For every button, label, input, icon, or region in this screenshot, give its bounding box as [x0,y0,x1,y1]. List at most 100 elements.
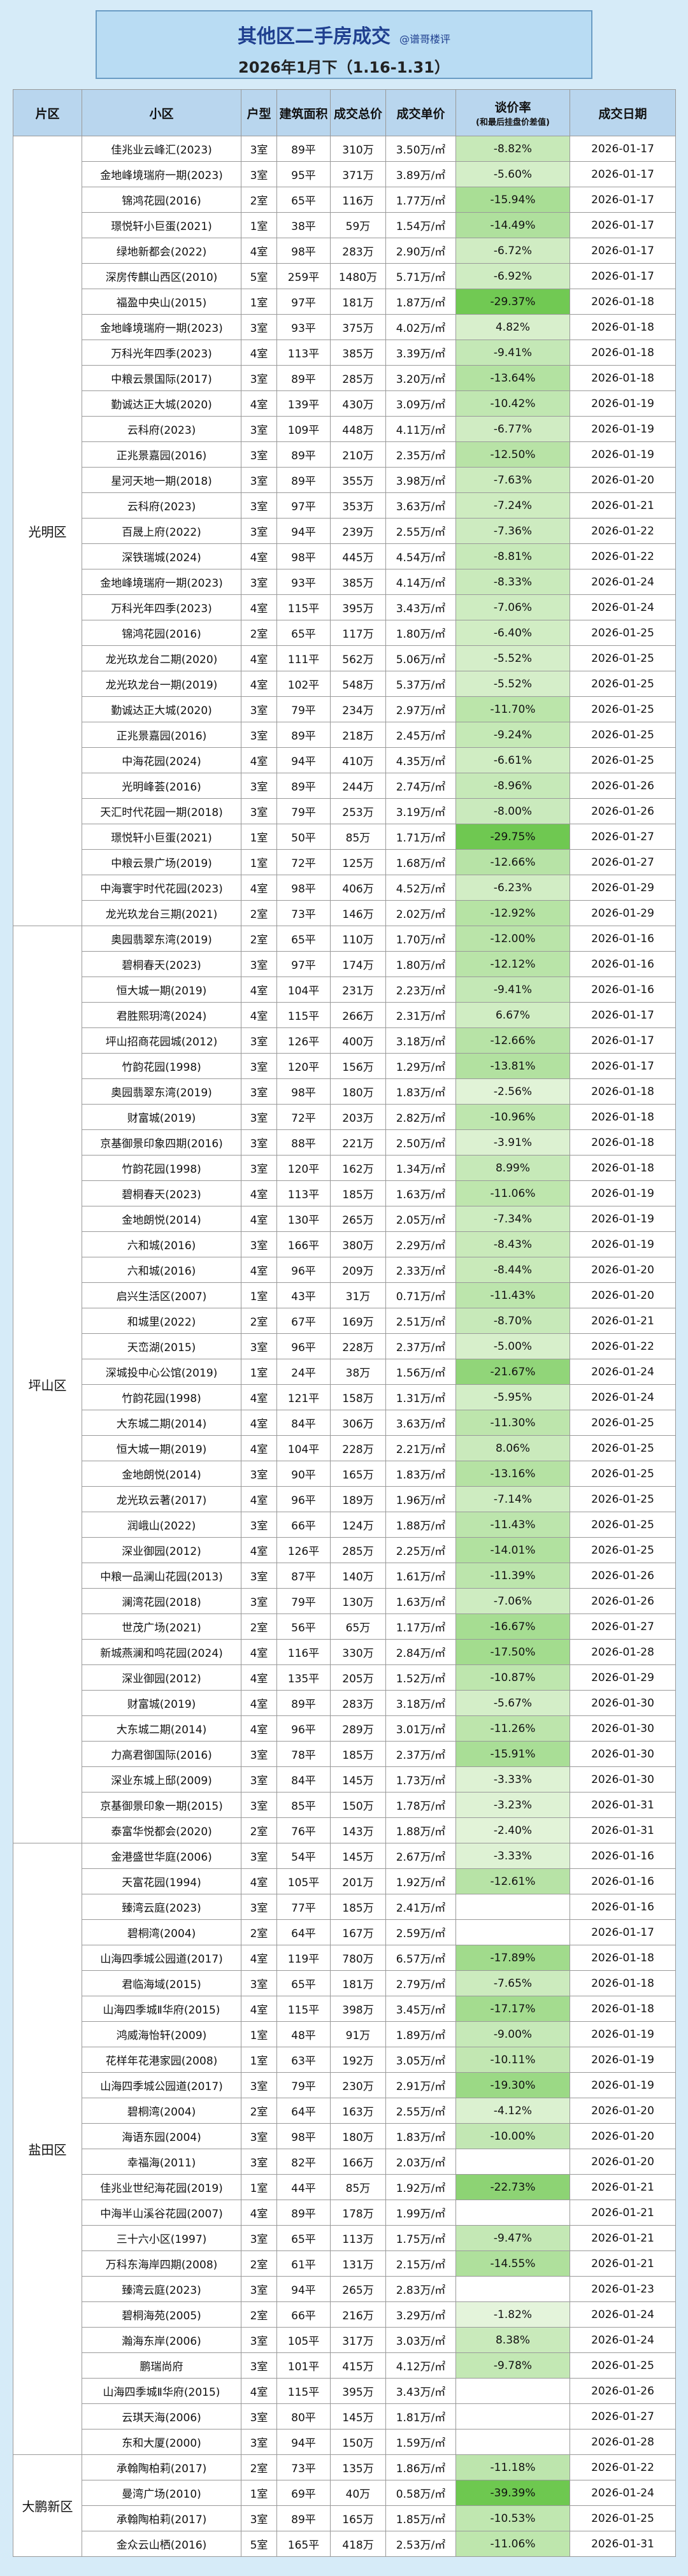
layout: 1室 [241,289,277,315]
unit-price: 2.15万/㎡ [385,2250,456,2277]
area: 115平 [276,1996,331,2022]
area: 120平 [276,1155,331,1181]
discount-rate: -3.33% [455,1843,570,1869]
deal-date: 2026-01-18 [570,1155,676,1181]
deal-date: 2026-01-20 [570,2149,676,2175]
table-row: 大东城二期(2014) 4室 96平 289万 3.01万/㎡ -11.26% 2026-0… [13,1715,676,1742]
total-price: 146万 [330,900,386,926]
total-price: 189万 [330,1486,386,1512]
discount-rate: -8.96% [455,773,570,799]
layout: 4室 [241,1410,277,1436]
discount-rate: -7.06% [455,594,570,620]
deal-date: 2026-01-21 [570,1308,676,1334]
unit-price: 2.59万/㎡ [385,1919,456,1945]
table-row: 金地峰境瑞府一期(2023) 3室 93平 385万 4.14万/㎡ -8.33% 2026… [13,569,676,595]
area: 67平 [276,1308,331,1334]
layout: 4室 [241,875,277,901]
column-title: 建筑面积 [279,106,328,121]
total-price: 780万 [330,1945,386,1971]
community: 碧桐海苑(2005) [82,2301,241,2328]
table-row: 金地峰境瑞府一期(2023) 3室 93平 375万 4.02万/㎡ 4.82% 2026-… [13,314,676,340]
deal-date: 2026-01-25 [570,696,676,722]
table-row: 正兆景嘉园(2016) 3室 89平 218万 2.45万/㎡ -9.24% 2026-01… [13,722,676,748]
total-price: 156万 [330,1053,386,1079]
layout: 4室 [241,1486,277,1512]
unit-price: 2.33万/㎡ [385,1257,456,1283]
discount-rate: 6.67% [455,1002,570,1028]
layout: 1室 [241,1282,277,1308]
area: 65平 [276,187,331,213]
area: 79平 [276,798,331,824]
deal-date: 2026-01-28 [570,2429,676,2455]
area: 66平 [276,1512,331,1538]
total-price: 40万 [330,2480,386,2506]
total-price: 285万 [330,1537,386,1563]
unit-price: 2.45万/㎡ [385,722,456,748]
layout: 3室 [241,492,277,519]
discount-rate: -9.41% [455,340,570,366]
total-price: 150万 [330,2429,386,2455]
community: 海语东园(2004) [82,2123,241,2149]
discount-rate: -10.96% [455,1104,570,1130]
discount-rate [455,2429,570,2455]
unit-price: 4.35万/㎡ [385,747,456,773]
layout: 3室 [241,136,277,162]
total-price: 265万 [330,2276,386,2302]
community: 佳兆业世纪海花园(2019) [82,2174,241,2200]
area: 48平 [276,2021,331,2047]
deal-date: 2026-01-17 [570,187,676,213]
area: 88平 [276,1129,331,1156]
unit-price: 4.14万/㎡ [385,569,456,595]
total-price: 65万 [330,1614,386,1640]
layout: 3室 [241,722,277,748]
discount-rate: -7.24% [455,492,570,519]
table-row: 山海四季城公园道(2017) 3室 79平 230万 2.91万/㎡ -19.30% 202… [13,2072,676,2098]
column-header: 成交日期 [570,89,676,136]
community: 深业东城上邸(2009) [82,1766,241,1792]
discount-rate: -10.42% [455,390,570,417]
deal-date: 2026-01-19 [570,1206,676,1232]
community: 新城燕澜和鸣花园(2024) [82,1639,241,1665]
table-row: 三十六小区(1997) 3室 65平 113万 1.75万/㎡ -9.47% 2026-01… [13,2225,676,2251]
discount-rate: -5.95% [455,1384,570,1410]
area: 65平 [276,926,331,952]
table-row: 碧桐春天(2023) 4室 113平 185万 1.63万/㎡ -11.06% 2026-0… [13,1180,676,1206]
deal-date: 2026-01-19 [570,2072,676,2098]
unit-price: 3.20万/㎡ [385,365,456,391]
community: 三十六小区(1997) [82,2225,241,2251]
area: 78平 [276,1741,331,1767]
deal-date: 2026-01-25 [570,1486,676,1512]
area: 94平 [276,2429,331,2455]
layout: 2室 [241,2301,277,2328]
layout: 2室 [241,1817,277,1843]
header-row: 片区 小区 户型 建筑面积 成交总价 成交单价 谈价率 (和最后挂盘价差值) 成交日期 [13,89,676,136]
total-price: 310万 [330,136,386,162]
layout: 1室 [241,2480,277,2506]
column-note: (和最后挂盘价差值) [476,118,550,127]
community: 星河天地一期(2018) [82,467,241,493]
area: 94平 [276,747,331,773]
discount-rate: -11.06% [455,2531,570,2557]
total-price: 231万 [330,977,386,1003]
community: 鹏瑞尚府 [82,2352,241,2379]
community: 六和城(2016) [82,1231,241,1257]
layout: 3室 [241,1843,277,1869]
deal-date: 2026-01-27 [570,1614,676,1640]
area: 89平 [276,722,331,748]
layout: 3室 [241,1053,277,1079]
community: 锦鸿花园(2016) [82,187,241,213]
discount-rate [455,1894,570,1920]
table-row: 深城投中心公馆(2019) 1室 24平 38万 1.56万/㎡ -21.67% 2026-… [13,1359,676,1385]
layout: 4室 [241,1690,277,1716]
table-row: 大鹏新区 承翰陶柏莉(2017) 2室 73平 135万 1.86万/㎡ -11.18% 20… [13,2454,676,2557]
table-row: 中粮一品澜山花园(2013) 3室 87平 140万 1.61万/㎡ -11.39% 202… [13,1563,676,1589]
unit-price: 1.17万/㎡ [385,1614,456,1640]
deal-date: 2026-01-17 [570,1053,676,1079]
layout: 2室 [241,2098,277,2124]
deal-date: 2026-01-18 [570,1078,676,1105]
community: 六和城(2016) [82,1257,241,1283]
community: 龙光玖龙台二期(2020) [82,645,241,671]
layout: 4室 [241,1715,277,1742]
total-price: 85万 [330,2174,386,2200]
community: 深业御园(2012) [82,1664,241,1691]
